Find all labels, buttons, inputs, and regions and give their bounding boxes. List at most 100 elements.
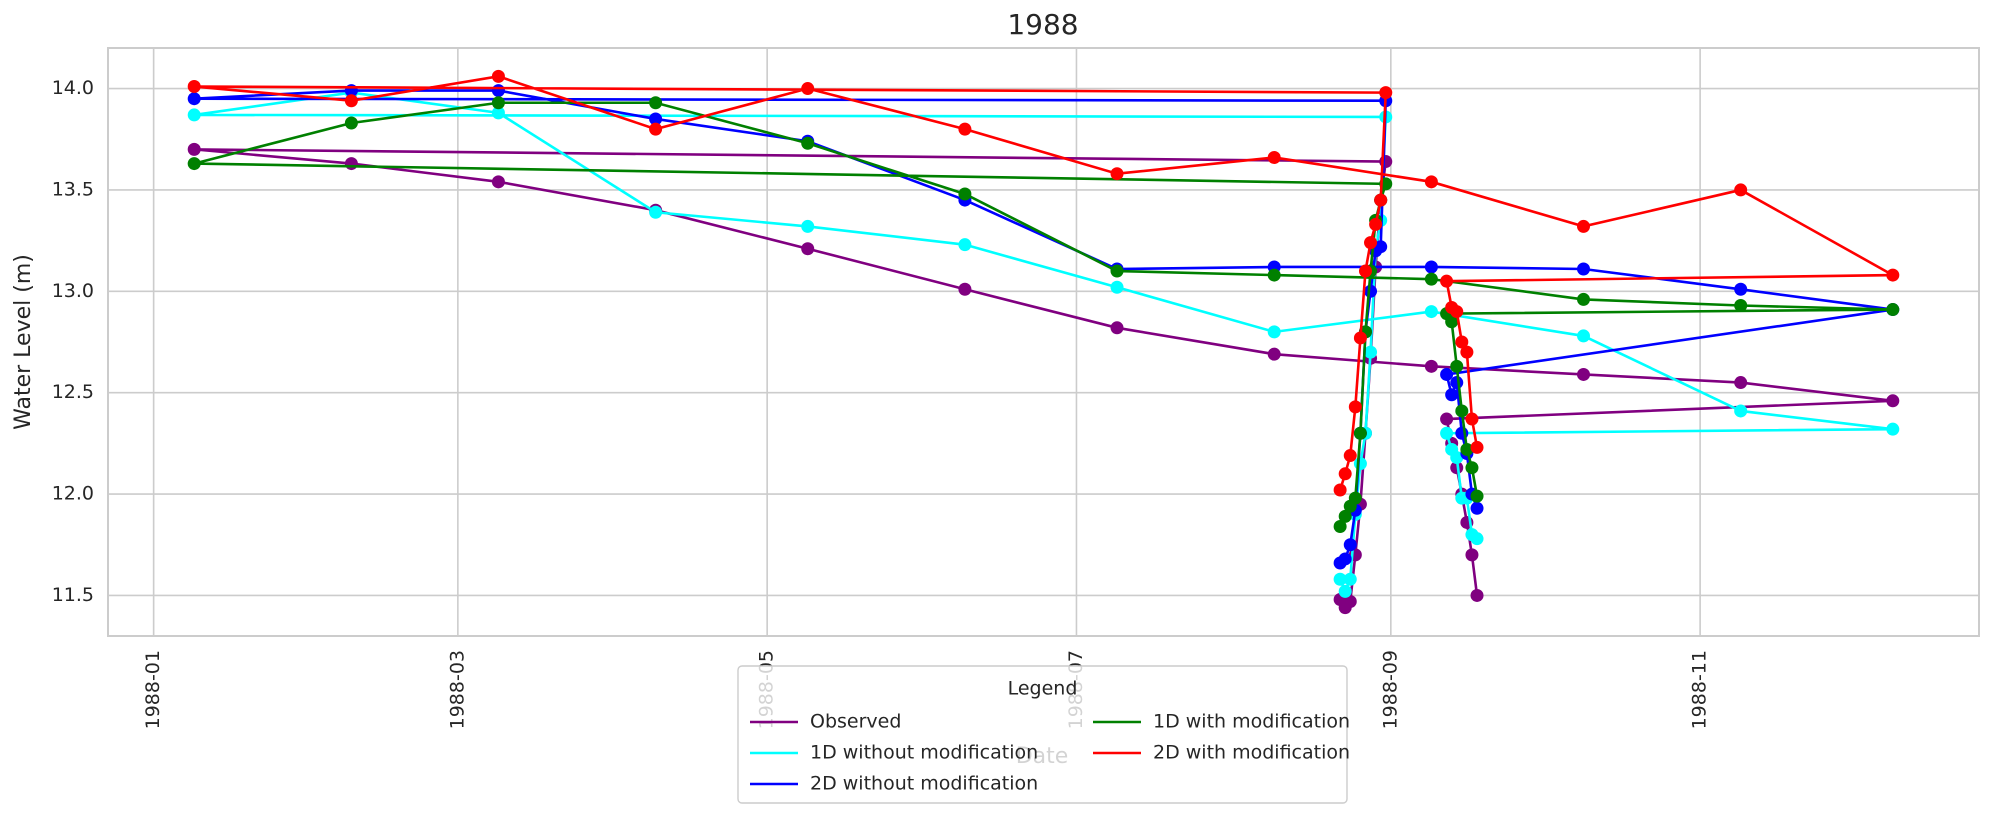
data-point (958, 187, 972, 201)
x-tick-label: 1988-09 (1379, 650, 1401, 729)
data-point (1343, 449, 1357, 463)
series-line (194, 148, 1893, 610)
data-point (1470, 532, 1484, 546)
data-point (1267, 150, 1281, 164)
data-point (1440, 274, 1454, 288)
data-point (1338, 584, 1352, 598)
data-point (1364, 236, 1378, 250)
data-point (801, 242, 815, 256)
data-point (1734, 404, 1748, 418)
data-point (1374, 193, 1388, 207)
legend-label: Observed (810, 711, 901, 733)
data-point (491, 96, 505, 110)
data-point (1460, 345, 1474, 359)
y-tick-label: 12.0 (52, 483, 94, 505)
y-tick-label: 14.0 (52, 77, 94, 99)
data-point (491, 84, 505, 98)
data-point (1577, 292, 1591, 306)
data-point (1343, 572, 1357, 586)
data-point (1424, 272, 1438, 286)
data-point (187, 157, 201, 171)
data-point (1267, 347, 1281, 361)
chart-title: 1988 (1007, 8, 1078, 41)
legend-label: 2D with modification (1153, 742, 1350, 764)
data-point (1577, 329, 1591, 343)
data-point (187, 92, 201, 106)
data-point (491, 175, 505, 189)
data-point (1465, 548, 1479, 562)
data-point (1470, 501, 1484, 515)
legend: Legend Observed 1D without modification 2D … (737, 665, 1350, 804)
legend-label: 1D with modification (1153, 711, 1350, 733)
data-point (1577, 262, 1591, 276)
data-point (958, 238, 972, 252)
data-point (1364, 284, 1378, 298)
data-point (1734, 183, 1748, 197)
data-point (1886, 394, 1900, 408)
data-point (1460, 442, 1474, 456)
data-point (1424, 359, 1438, 373)
data-point (187, 142, 201, 156)
data-point (1470, 489, 1484, 503)
x-tick-label: 1988-11 (1689, 650, 1711, 729)
data-point (1440, 412, 1454, 426)
data-point (1333, 520, 1347, 534)
data-point (1440, 367, 1454, 381)
data-point (491, 69, 505, 83)
data-point (1110, 264, 1124, 278)
data-point (1734, 282, 1748, 296)
data-point (1470, 440, 1484, 454)
data-point (801, 219, 815, 233)
data-point (1369, 217, 1383, 231)
data-point (801, 82, 815, 96)
y-tick-label: 13.0 (52, 280, 94, 302)
plot-frame (107, 47, 1980, 637)
data-point (1374, 240, 1388, 254)
data-point (1424, 175, 1438, 189)
data-point (344, 116, 358, 130)
series-line (194, 89, 1893, 565)
data-point (1333, 483, 1347, 497)
data-point (1267, 325, 1281, 339)
data-point (1465, 412, 1479, 426)
data-point (187, 108, 201, 122)
data-point (1450, 305, 1464, 319)
data-point (1445, 388, 1459, 402)
data-point (1450, 359, 1464, 373)
data-point (1110, 321, 1124, 335)
data-point (1353, 426, 1367, 440)
data-point (1470, 588, 1484, 602)
y-tick-label: 11.5 (52, 584, 94, 606)
data-point (1343, 595, 1357, 609)
data-point (1455, 335, 1469, 349)
data-point (1445, 315, 1459, 329)
legend-label: 2D without modification (810, 773, 1038, 795)
data-point (1886, 268, 1900, 282)
data-point (1450, 451, 1464, 465)
data-point (1348, 400, 1362, 414)
data-point (958, 122, 972, 136)
data-point (1424, 260, 1438, 274)
data-point (1338, 552, 1352, 566)
y-tick-label: 12.5 (52, 381, 94, 403)
data-point (649, 205, 663, 219)
data-point (1450, 376, 1464, 390)
data-point (1353, 457, 1367, 471)
data-point (1110, 280, 1124, 294)
data-point (1577, 367, 1591, 381)
data-point (1424, 305, 1438, 319)
legend-label: 1D without modification (810, 742, 1038, 764)
data-point (344, 94, 358, 108)
data-point (1358, 264, 1372, 278)
series-line (193, 101, 1893, 528)
y-axis-label: Water Level (m) (11, 254, 36, 430)
x-tick-label: 1988-01 (142, 650, 164, 729)
data-point (1353, 331, 1367, 345)
data-point (1348, 491, 1362, 505)
data-point (1455, 404, 1469, 418)
data-point (491, 106, 505, 120)
y-tick-label: 13.5 (52, 178, 94, 200)
data-point (1110, 167, 1124, 181)
data-point (1734, 299, 1748, 313)
